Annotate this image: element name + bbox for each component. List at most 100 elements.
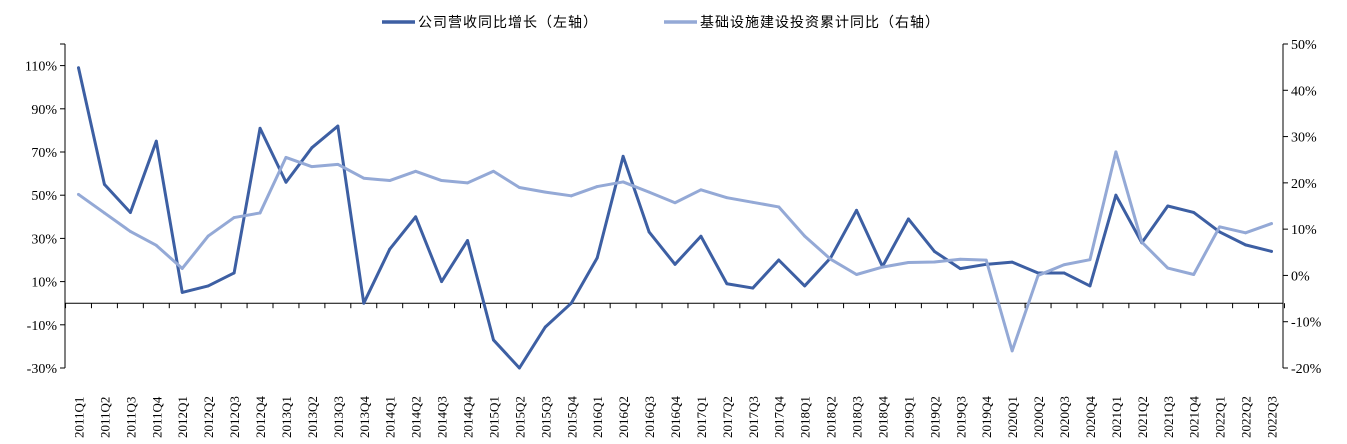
series-1-point [907,217,910,221]
series-2-point [595,185,599,188]
x-axis-tick-label: 2012Q1 [175,396,190,438]
series-2-point [569,194,573,198]
series-2-point [777,205,781,209]
x-axis-tick-label: 2017Q3 [746,396,761,438]
series-1-point [77,66,80,70]
x-axis-tick-label: 2012Q3 [227,396,242,438]
series-2-point [517,186,521,189]
x-axis-tick-label: 2019Q4 [979,396,994,438]
x-axis-tick-label: 2011Q4 [149,396,164,438]
series-2-point [543,190,547,194]
left-axis-tick-label: 90% [31,103,57,118]
series-2-point [128,230,132,233]
series-2-point [1010,349,1014,353]
series-lines [77,66,1273,370]
series-1-point [699,234,703,238]
series-1-point [492,338,495,342]
x-axis-tick-label: 2021Q2 [1135,396,1150,438]
series-1-point [1166,204,1170,208]
right-axis-tick-label: 20% [1291,177,1317,192]
series-2-point [154,243,158,247]
x-axis-tick-label: 2013Q4 [357,396,372,438]
series-1-point [258,126,262,130]
x-axis-tick-label: 2021Q3 [1161,396,1176,438]
series-2-point [1062,263,1066,267]
x-axis-tick-label: 2018Q1 [798,396,813,438]
series-2-point [621,180,625,184]
series-2-point [1192,273,1196,276]
series-2-point [1036,274,1040,277]
legend: 公司营收同比增长（左轴） 基础设施建设投资累计同比（右轴） [382,14,939,31]
series-2-point [232,216,236,219]
series-1-point [154,139,158,143]
axes: 110% 90% 70% 50% 30% 10% -10% -30% 50% 40% 30% 20% 1… [25,38,1322,438]
series-2-point [984,258,988,262]
x-axis-tick-label: 2020Q2 [1031,396,1046,438]
series-1-point [777,258,781,262]
series-2-point [1244,231,1247,235]
series-1-point [647,230,651,234]
left-axis-tick-label: 70% [31,146,57,161]
series-1-point [336,124,340,128]
series-2-point [362,176,366,180]
series-1-point [932,249,936,253]
series-1-point [1192,211,1196,214]
series-2-point [699,188,703,192]
series-1-point [803,284,807,288]
series-line-1 [77,66,1273,370]
series-2-point [1114,150,1118,154]
series-1-point [958,267,962,271]
series-2-point [958,257,962,261]
series-1-point [725,282,729,286]
left-axis-tick-label: -10% [27,319,58,334]
series-2-point [855,273,858,276]
x-axis-tick-label: 2020Q3 [1057,396,1072,438]
series-2-point [673,201,677,205]
series-2-point [1218,225,1222,229]
x-axis-tick-label: 2021Q1 [1109,396,1124,438]
x-axis-tick-label: 2014Q2 [409,396,424,438]
x-axis-tick-label: 2015Q4 [564,396,579,438]
left-axis-tick-label: 30% [31,232,57,247]
series-1-point [414,215,418,219]
series-1-point [362,301,366,305]
series-1-point [232,271,236,275]
x-axis-tick-label: 2015Q1 [486,396,501,438]
x-axis-tick-label: 2015Q2 [512,396,527,438]
x-axis-tick-label: 2013Q3 [331,396,346,438]
x-axis-tick-label: 2018Q3 [850,396,865,438]
left-axis-tick-label: -30% [27,362,58,377]
x-axis-tick-label: 2012Q2 [201,396,216,438]
series-1-point [621,154,625,158]
series-1-point [1270,249,1273,253]
series-1-point [466,239,469,242]
x-axis-tick-label: 2013Q1 [279,396,294,438]
series-2-point [103,211,106,215]
x-axis-tick-label: 2013Q2 [305,396,320,438]
series-2-point [1270,222,1273,225]
series-1-point [310,146,314,150]
series-2-point [829,257,833,261]
series-2-point [258,211,262,215]
x-axis-tick-label: 2014Q3 [435,396,450,438]
series-1-point [569,301,573,305]
x-axis-tick-label: 2016Q3 [642,396,657,438]
series-2-point [336,162,340,166]
series-1-point [1244,243,1247,247]
series-1-point [517,366,521,370]
series-2-point [492,169,495,173]
x-axis-tick-label: 2011Q3 [123,397,138,438]
series-1-point [440,280,443,283]
series-2-point [440,179,443,182]
x-axis-tick-label: 2017Q4 [772,396,787,438]
x-axis-tick-label: 2019Q3 [953,396,968,438]
series-1-point [855,208,858,212]
x-axis-tick-label: 2016Q4 [668,396,683,438]
series-2-point [180,267,184,270]
x-axis-tick-label: 2018Q4 [875,396,890,438]
series-2-point [647,190,651,194]
series-2-point [310,165,314,169]
x-axis-tick-label: 2021Q4 [1187,396,1202,438]
series-2-point [881,265,884,269]
left-axis-tick-label: 50% [31,189,57,204]
